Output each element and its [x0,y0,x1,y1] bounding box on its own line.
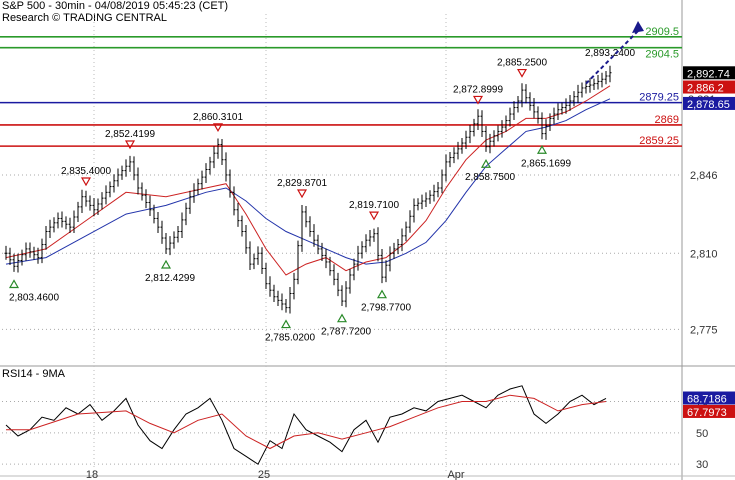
rsi-tag-text: 68.7186 [687,394,727,406]
y-tick-label: 2,810 [690,248,718,260]
forecast-arrow-head [632,21,644,34]
rsi-y-tick-label: 30 [696,459,708,471]
high-annotation: 2,885.2500 [497,58,547,69]
low-marker-triangle [336,313,348,323]
low-annotation: 2,787.7200 [321,327,371,338]
low-marker-triangle [376,289,388,299]
level-label-2869: 2869 [655,114,679,126]
rsi-tag-box [683,391,735,405]
level-label-2879.25: 2879.25 [639,92,679,104]
rsi-series-RSI14 [5,385,607,465]
x-tick-label: 18 [86,469,98,480]
y-tick-label: 2,775 [690,324,718,336]
price-tag-box [683,96,735,110]
high-annotation: 2,835.4000 [61,166,111,177]
low-annotation: 2,803.4600 [9,292,59,303]
level-label-2904.5: 2904.5 [645,49,679,61]
annotation: 2,893.2400 [585,48,635,59]
high-annotation: 2,852.4199 [105,129,155,140]
x-tick-label: Apr [447,469,464,480]
level-label-2909.5: 2909.5 [645,26,679,38]
high-marker-triangle [296,189,308,199]
rsi-y-tick-label: 50 [696,428,708,440]
level-label-2859.25: 2859.25 [639,135,679,147]
price-tag-text: 2,878.65 [687,99,730,111]
price-tag-text: 2,892.74 [687,68,730,80]
low-annotation: 2,858.7500 [465,172,515,183]
rsi-panel-title: RSI14 - 9MA [2,368,65,380]
low-marker-triangle [160,259,172,269]
ma-fast-line [5,85,611,276]
price-tag-box [683,66,735,80]
high-marker-triangle [368,211,380,221]
high-annotation: 2,860.3101 [193,112,243,123]
low-annotation: 2,785.0200 [265,333,315,344]
low-annotation: 2,865.1699 [521,158,571,169]
low-annotation: 2,812.4299 [145,273,195,284]
ma-slow-line [5,98,611,265]
low-marker-triangle [536,145,548,154]
chart-subtitle: Research © TRADING CENTRAL [2,12,167,24]
rsi-tag-text: 67.7973 [687,407,727,419]
high-marker-triangle [516,68,528,78]
high-marker-triangle [212,123,224,133]
high-annotation: 2,872.8999 [453,84,503,95]
x-tick-label: 25 [258,469,270,480]
y-tick-label: 2,846 [690,170,718,182]
price-tag-text: 2,886.2 [687,83,724,95]
low-marker-triangle [480,159,492,168]
high-marker-triangle [124,140,136,150]
chart-title: S&P 500 - 30min - 04/08/2019 05:45:23 (C… [2,0,229,12]
low-marker-triangle [8,279,20,289]
low-marker-triangle [280,319,292,329]
high-annotation: 2,829.8701 [277,178,327,189]
high-marker-triangle [80,177,92,187]
high-marker-triangle [472,95,484,105]
rsi-tag-box [683,404,735,418]
forecast-arrow-line [585,30,639,85]
price-tag-box [683,80,735,94]
high-annotation: 2,819.7100 [349,200,399,211]
rsi-series-9MA [6,394,607,450]
low-annotation: 2,798.7700 [361,303,411,314]
